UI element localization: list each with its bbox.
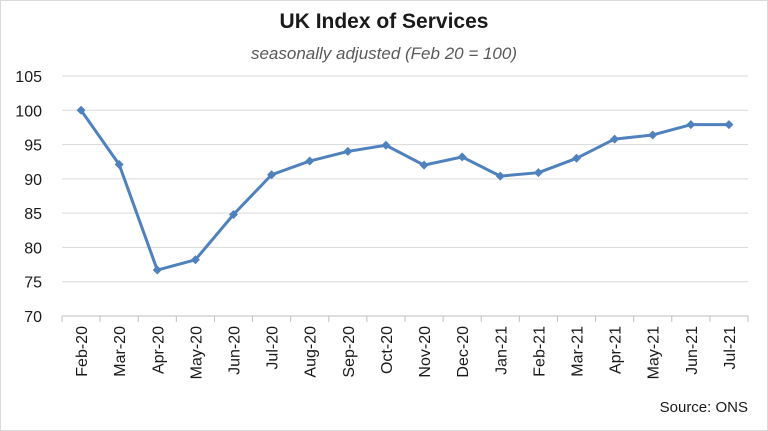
source-note: Source: ONS <box>659 399 748 416</box>
data-point <box>419 160 429 170</box>
data-point <box>152 265 162 275</box>
y-tick-label: 70 <box>24 309 42 326</box>
x-tick-label: Apr-21 <box>608 326 625 374</box>
chart-subtitle: seasonally adjusted (Feb 20 = 100) <box>250 44 518 63</box>
x-tick-label: Sep-20 <box>341 326 358 378</box>
data-point <box>190 255 200 265</box>
data-point <box>533 168 543 178</box>
y-tick-label: 75 <box>24 275 42 292</box>
x-tick-label: Mar-20 <box>112 326 129 377</box>
data-point <box>114 159 124 169</box>
x-tick-label: Mar-21 <box>570 326 587 377</box>
data-point <box>457 152 467 162</box>
x-tick-label: Jun-21 <box>684 326 701 375</box>
data-point <box>724 120 734 130</box>
y-tick-label: 100 <box>15 103 42 120</box>
x-tick-label: Jan-21 <box>493 326 510 375</box>
y-axis-ticks: 70 75 80 85 90 95 100 105 <box>15 69 42 326</box>
x-tick-label: Apr-20 <box>150 326 167 374</box>
chart-title: UK Index of Services <box>279 10 489 33</box>
data-point <box>381 140 391 150</box>
y-tick-label: 90 <box>24 172 42 189</box>
data-point <box>343 146 353 156</box>
x-axis: Feb-20 Mar-20 Apr-20 May-20 Jun-20 Jul-20 Aug-… <box>61 315 749 379</box>
y-tick-label: 85 <box>24 206 42 223</box>
series-line <box>79 109 729 272</box>
x-tick-label: May-20 <box>188 326 205 379</box>
y-tick-label: 95 <box>24 138 42 155</box>
x-tick-label: Jul-20 <box>265 326 282 370</box>
x-tick-label: Dec-20 <box>455 326 472 378</box>
gridlines <box>62 75 748 317</box>
x-tick-label: Aug-20 <box>303 326 320 378</box>
data-point <box>572 153 581 163</box>
data-point <box>76 105 86 115</box>
data-point <box>686 120 696 130</box>
x-tick-label: Oct-20 <box>379 326 396 374</box>
x-tick-label: Nov-20 <box>417 326 434 378</box>
y-tick-label: 80 <box>24 240 42 257</box>
data-point <box>495 171 505 181</box>
x-tick-label: Jul-21 <box>722 326 739 370</box>
x-tick-label: Jun-20 <box>227 326 244 375</box>
series-line <box>76 105 734 275</box>
x-tick-label: Feb-20 <box>74 326 91 377</box>
data-point <box>229 210 238 220</box>
data-point <box>305 156 315 166</box>
data-point <box>648 130 658 140</box>
x-tick-label: Feb-21 <box>531 326 548 377</box>
y-tick-label: 105 <box>15 69 42 86</box>
data-point <box>267 170 277 180</box>
data-point <box>610 134 620 144</box>
x-tick-label: May-21 <box>646 326 663 379</box>
